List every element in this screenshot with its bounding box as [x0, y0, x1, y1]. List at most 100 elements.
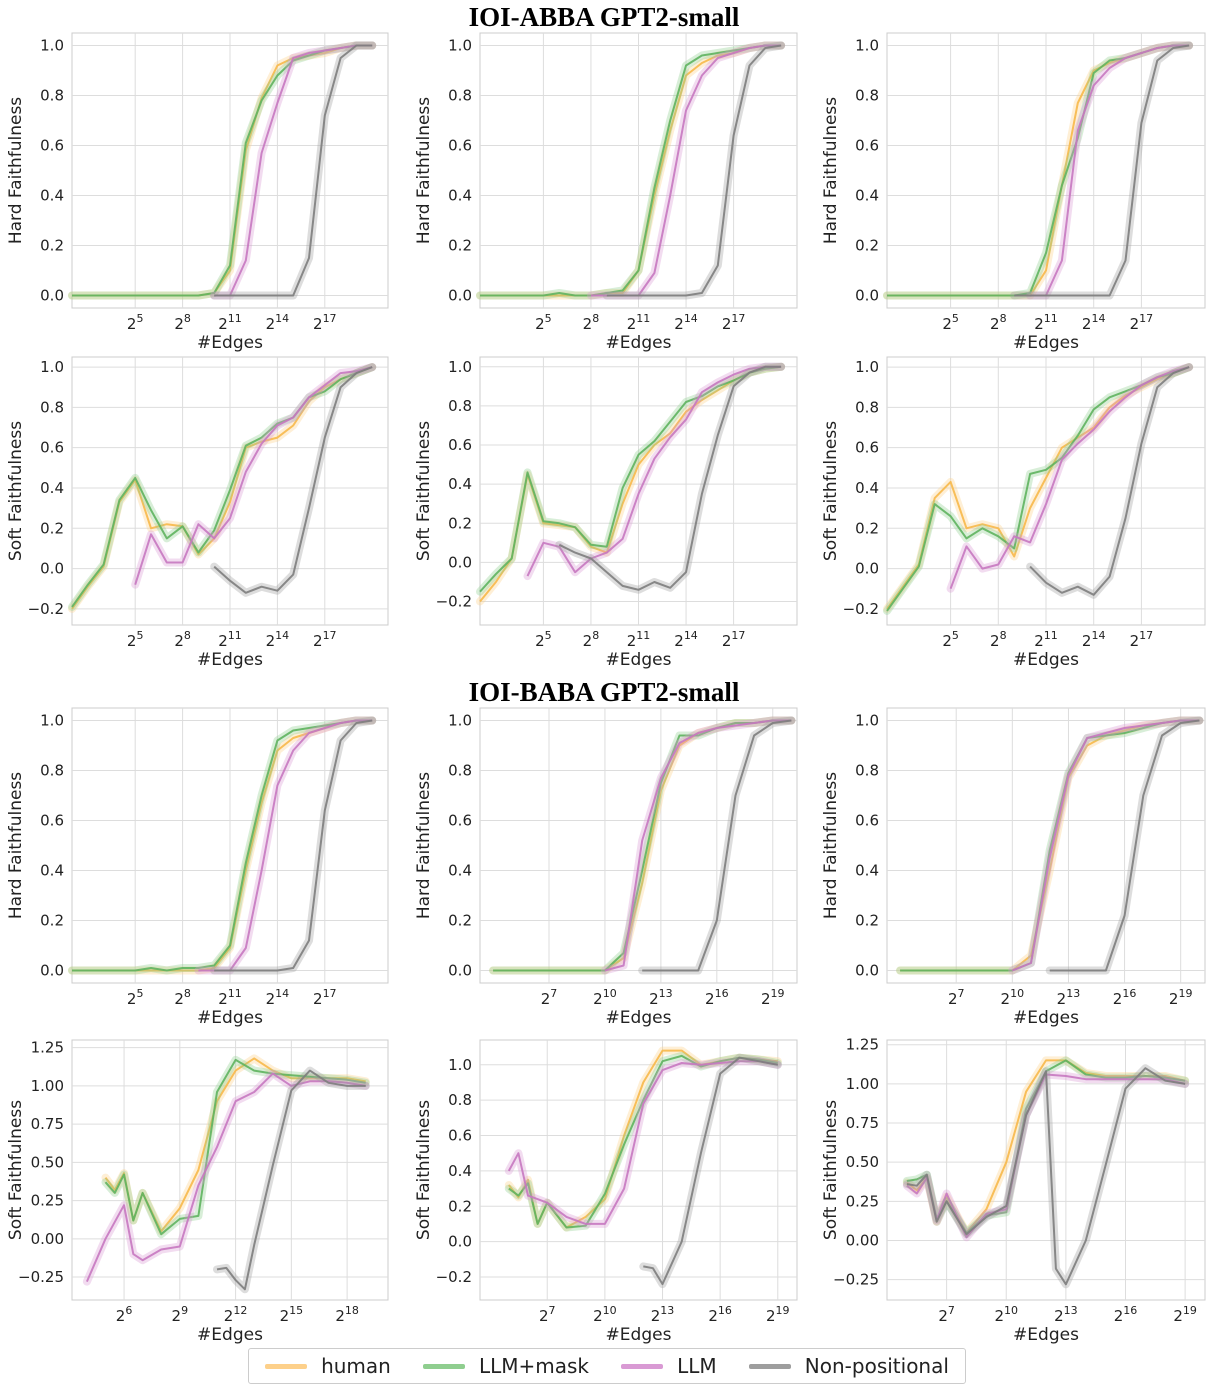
x-tick-label: 27: [539, 1304, 556, 1325]
series-line-llm-mask: [104, 1058, 366, 1236]
y-tick-label: 0.4: [40, 479, 64, 497]
chart-panel-2: 0.0 0.2 0.4 0.6 0.8 1.0 25 28 211 214 217 #Edges Har…: [414, 32, 798, 353]
x-tick-label: 28: [583, 312, 600, 333]
y-tick-label: 0.2: [40, 237, 64, 255]
series-line-non-positional: [1049, 719, 1200, 972]
section-title-baba: IOI-BABA GPT2-small: [468, 677, 740, 707]
legend-item-llm-mask: LLM+mask: [422, 1354, 589, 1378]
y-tick-label: 0.0: [40, 560, 64, 578]
x-tick-label: 213: [651, 1304, 675, 1325]
y-tick-label: 0.4: [448, 187, 472, 205]
x-tick-label: 25: [127, 312, 144, 333]
y-axis-label: Soft Faithfulness: [6, 421, 26, 561]
y-tick-label: 0.75: [31, 1115, 64, 1133]
y-tick-label: 1.0: [855, 358, 879, 376]
series-line-llm: [134, 366, 373, 585]
y-tick-label: −0.25: [833, 1271, 879, 1289]
x-axis-label: #Edges: [197, 1008, 263, 1028]
x-tick-label: 213: [649, 987, 673, 1008]
y-tick-label: 0.6: [40, 812, 64, 830]
x-tick-label: 216: [705, 987, 729, 1008]
series-line-non-positional: [558, 365, 782, 591]
x-tick-label: 217: [313, 987, 337, 1008]
chart-panel-4: −0.2 0.0 0.2 0.4 0.6 0.8 1.0 25 28 211 214 217 #Edge…: [6, 356, 389, 670]
x-tick-label: 27: [938, 1304, 955, 1325]
y-tick-label: 0.6: [855, 812, 879, 830]
x-tick-label: 214: [266, 312, 290, 333]
x-tick-label: 215: [280, 1304, 304, 1325]
x-tick-label: 219: [766, 1304, 790, 1325]
y-tick-label: 0.8: [448, 1091, 472, 1109]
series-line-llm: [1030, 44, 1190, 297]
x-tick-label: 27: [948, 987, 965, 1008]
x-axis-label: #Edges: [1013, 1008, 1079, 1028]
y-tick-label: 0.50: [846, 1153, 879, 1171]
series-line-llm: [507, 1060, 778, 1225]
y-tick-label: 0.6: [40, 439, 64, 457]
series-line-non-positional: [214, 719, 373, 972]
x-tick-label: 217: [313, 629, 337, 650]
x-axis-label: #Edges: [606, 1325, 672, 1345]
series-line-llm: [85, 1072, 366, 1282]
y-tick-label: 0.8: [448, 397, 472, 415]
series-line-llm-mask: [493, 719, 792, 972]
series-line-llm-mask: [479, 365, 782, 593]
chart-panel-3: 0.0 0.2 0.4 0.6 0.8 1.0 25 28 211 214 217 #Edges Har…: [821, 32, 1206, 353]
x-tick-label: 214: [266, 987, 290, 1008]
y-tick-label: 0.6: [448, 436, 472, 454]
x-tick-label: 217: [1130, 312, 1154, 333]
y-tick-label: 0.8: [40, 762, 64, 780]
legend-swatch-llm: [621, 1363, 664, 1369]
x-tick-label: 211: [218, 629, 242, 650]
y-axis-label: Hard Faithfulness: [821, 772, 841, 919]
legend-item-llm: LLM: [621, 1354, 717, 1378]
y-tick-label: 0.25: [846, 1192, 879, 1210]
y-tick-label: 0.8: [40, 87, 64, 105]
y-tick-label: 1.00: [846, 1075, 879, 1093]
y-tick-label: 0.4: [855, 187, 879, 205]
y-tick-label: 0.6: [855, 137, 879, 155]
legend-label-human: human: [321, 1354, 391, 1378]
y-tick-label: 0.50: [31, 1153, 64, 1171]
y-tick-label: 1.0: [448, 358, 472, 376]
x-tick-label: 210: [593, 987, 617, 1008]
x-tick-label: 217: [722, 312, 746, 333]
y-tick-label: 0.8: [448, 87, 472, 105]
x-tick-label: 219: [1169, 987, 1193, 1008]
x-tick-label: 26: [116, 1304, 133, 1325]
x-tick-label: 28: [174, 987, 191, 1008]
x-tick-label: 213: [1057, 987, 1081, 1008]
y-tick-label: 0.2: [855, 519, 879, 537]
x-tick-label: 211: [1034, 629, 1058, 650]
x-tick-label: 217: [722, 629, 746, 650]
plot-area: [479, 1039, 798, 1301]
chart-panel-6: −0.2 0.0 0.2 0.4 0.6 0.8 1.0 25 28 211 214 217 #Edge…: [821, 356, 1206, 670]
x-axis-label: #Edges: [197, 650, 263, 670]
legend-item-human: human: [265, 1354, 391, 1378]
y-tick-label: 0.4: [40, 862, 64, 880]
legend-swatch-human: [265, 1363, 308, 1369]
series-line-non-positional: [216, 1069, 366, 1291]
plot-area: [886, 707, 1206, 984]
plot-area: [479, 707, 798, 984]
y-tick-label: −0.2: [843, 600, 879, 618]
x-tick-label: 210: [994, 1304, 1018, 1325]
x-tick-label: 216: [708, 1304, 732, 1325]
y-axis-label: Soft Faithfulness: [821, 421, 841, 561]
y-tick-label: 0.00: [31, 1230, 64, 1248]
chart-panel-12: −0.25 0.00 0.25 0.50 0.75 1.00 1.25 27 210 213 216…: [821, 1036, 1206, 1345]
x-tick-label: 214: [266, 629, 290, 650]
y-tick-label: 0.0: [40, 962, 64, 980]
y-tick-label: 0.25: [31, 1192, 64, 1210]
y-tick-label: 1.0: [855, 37, 879, 55]
series-line-non-positional: [642, 719, 792, 972]
x-axis-label: #Edges: [1013, 650, 1079, 670]
x-axis-label: #Edges: [606, 650, 672, 670]
chart-panel-1: 0.0 0.2 0.4 0.6 0.8 1.0 25 28 211 214 217 #Edges Har…: [6, 32, 389, 353]
x-tick-label: 211: [627, 312, 651, 333]
chart-panel-8: 0.0 0.2 0.4 0.6 0.8 1.0 27 210 213 216 219 #Edges Ha…: [414, 707, 798, 1028]
x-tick-label: 28: [174, 312, 191, 333]
series-line-non-positional: [214, 44, 373, 297]
